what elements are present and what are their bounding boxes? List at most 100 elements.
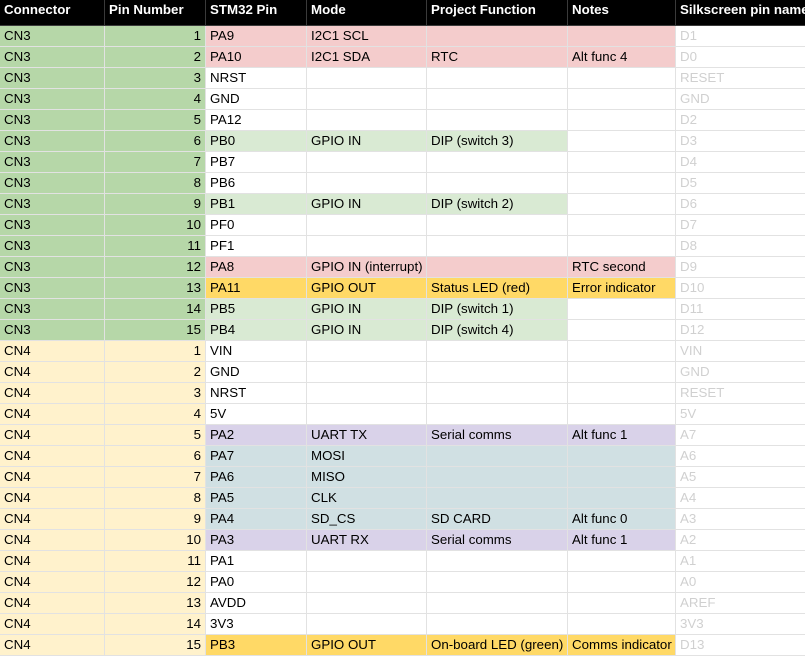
stm32-pin-cell[interactable]: 3V3	[206, 614, 307, 635]
mode-cell[interactable]: GPIO IN	[307, 131, 427, 152]
pin-number-cell[interactable]: 11	[105, 551, 206, 572]
stm32-pin-cell[interactable]: AVDD	[206, 593, 307, 614]
stm32-pin-cell[interactable]: PA7	[206, 446, 307, 467]
notes-cell[interactable]	[568, 89, 676, 110]
silkscreen-cell[interactable]: 5V	[676, 404, 805, 425]
mode-cell[interactable]: I2C1 SDA	[307, 47, 427, 68]
stm32-pin-cell[interactable]: PA4	[206, 509, 307, 530]
silkscreen-cell[interactable]: A3	[676, 509, 805, 530]
stm32-pin-cell[interactable]: PB5	[206, 299, 307, 320]
notes-cell[interactable]	[568, 215, 676, 236]
connector-cell[interactable]: CN3	[0, 257, 105, 278]
silkscreen-cell[interactable]: A1	[676, 551, 805, 572]
silkscreen-cell[interactable]: D8	[676, 236, 805, 257]
connector-cell[interactable]: CN3	[0, 68, 105, 89]
connector-cell[interactable]: CN4	[0, 551, 105, 572]
stm32-pin-cell[interactable]: PF1	[206, 236, 307, 257]
mode-cell[interactable]: MISO	[307, 467, 427, 488]
notes-cell[interactable]	[568, 320, 676, 341]
silkscreen-cell[interactable]: A6	[676, 446, 805, 467]
connector-cell[interactable]: CN3	[0, 152, 105, 173]
connector-cell[interactable]: CN4	[0, 509, 105, 530]
mode-cell[interactable]: GPIO IN	[307, 320, 427, 341]
notes-cell[interactable]	[568, 488, 676, 509]
project-function-cell[interactable]: Status LED (red)	[427, 278, 568, 299]
notes-cell[interactable]: Alt func 1	[568, 530, 676, 551]
notes-cell[interactable]	[568, 614, 676, 635]
connector-cell[interactable]: CN3	[0, 131, 105, 152]
mode-cell[interactable]	[307, 215, 427, 236]
mode-cell[interactable]: GPIO IN	[307, 299, 427, 320]
mode-cell[interactable]: GPIO IN	[307, 194, 427, 215]
stm32-pin-cell[interactable]: GND	[206, 362, 307, 383]
notes-cell[interactable]: Alt func 0	[568, 509, 676, 530]
pin-number-cell[interactable]: 8	[105, 173, 206, 194]
mode-cell[interactable]: CLK	[307, 488, 427, 509]
notes-cell[interactable]	[568, 299, 676, 320]
header-pin-number[interactable]: Pin Number	[105, 0, 206, 26]
pin-number-cell[interactable]: 13	[105, 593, 206, 614]
mode-cell[interactable]: GPIO IN (interrupt)	[307, 257, 427, 278]
silkscreen-cell[interactable]: D7	[676, 215, 805, 236]
stm32-pin-cell[interactable]: PA8	[206, 257, 307, 278]
pin-number-cell[interactable]: 5	[105, 425, 206, 446]
mode-cell[interactable]	[307, 89, 427, 110]
mode-cell[interactable]: GPIO OUT	[307, 278, 427, 299]
notes-cell[interactable]: Alt func 1	[568, 425, 676, 446]
project-function-cell[interactable]: DIP (switch 3)	[427, 131, 568, 152]
header-silkscreen[interactable]: Silkscreen pin name	[676, 0, 805, 26]
silkscreen-cell[interactable]: GND	[676, 89, 805, 110]
pin-number-cell[interactable]: 3	[105, 68, 206, 89]
mode-cell[interactable]	[307, 341, 427, 362]
connector-cell[interactable]: CN3	[0, 215, 105, 236]
header-connector[interactable]: Connector	[0, 0, 105, 26]
mode-cell[interactable]	[307, 404, 427, 425]
stm32-pin-cell[interactable]: GND	[206, 89, 307, 110]
project-function-cell[interactable]: DIP (switch 4)	[427, 320, 568, 341]
project-function-cell[interactable]	[427, 593, 568, 614]
project-function-cell[interactable]	[427, 236, 568, 257]
notes-cell[interactable]	[568, 173, 676, 194]
stm32-pin-cell[interactable]: PA0	[206, 572, 307, 593]
silkscreen-cell[interactable]: RESET	[676, 68, 805, 89]
project-function-cell[interactable]	[427, 467, 568, 488]
notes-cell[interactable]	[568, 26, 676, 47]
connector-cell[interactable]: CN3	[0, 173, 105, 194]
silkscreen-cell[interactable]: 3V3	[676, 614, 805, 635]
silkscreen-cell[interactable]: D1	[676, 26, 805, 47]
notes-cell[interactable]: Alt func 4	[568, 47, 676, 68]
project-function-cell[interactable]	[427, 215, 568, 236]
project-function-cell[interactable]	[427, 89, 568, 110]
silkscreen-cell[interactable]: A0	[676, 572, 805, 593]
mode-cell[interactable]	[307, 551, 427, 572]
stm32-pin-cell[interactable]: 5V	[206, 404, 307, 425]
header-stm32-pin[interactable]: STM32 Pin	[206, 0, 307, 26]
notes-cell[interactable]	[568, 593, 676, 614]
pin-number-cell[interactable]: 9	[105, 509, 206, 530]
notes-cell[interactable]	[568, 551, 676, 572]
mode-cell[interactable]: GPIO OUT	[307, 635, 427, 656]
notes-cell[interactable]	[568, 467, 676, 488]
connector-cell[interactable]: CN4	[0, 383, 105, 404]
project-function-cell[interactable]	[427, 341, 568, 362]
notes-cell[interactable]	[568, 110, 676, 131]
mode-cell[interactable]: SD_CS	[307, 509, 427, 530]
silkscreen-cell[interactable]: A4	[676, 488, 805, 509]
project-function-cell[interactable]: Serial comms	[427, 425, 568, 446]
project-function-cell[interactable]: SD CARD	[427, 509, 568, 530]
stm32-pin-cell[interactable]: PA2	[206, 425, 307, 446]
notes-cell[interactable]	[568, 383, 676, 404]
connector-cell[interactable]: CN3	[0, 47, 105, 68]
connector-cell[interactable]: CN3	[0, 236, 105, 257]
notes-cell[interactable]: RTC second	[568, 257, 676, 278]
stm32-pin-cell[interactable]: NRST	[206, 383, 307, 404]
pin-number-cell[interactable]: 9	[105, 194, 206, 215]
notes-cell[interactable]	[568, 131, 676, 152]
notes-cell[interactable]	[568, 68, 676, 89]
pin-number-cell[interactable]: 12	[105, 572, 206, 593]
mode-cell[interactable]: UART TX	[307, 425, 427, 446]
project-function-cell[interactable]	[427, 404, 568, 425]
project-function-cell[interactable]	[427, 257, 568, 278]
mode-cell[interactable]	[307, 593, 427, 614]
pin-number-cell[interactable]: 15	[105, 635, 206, 656]
